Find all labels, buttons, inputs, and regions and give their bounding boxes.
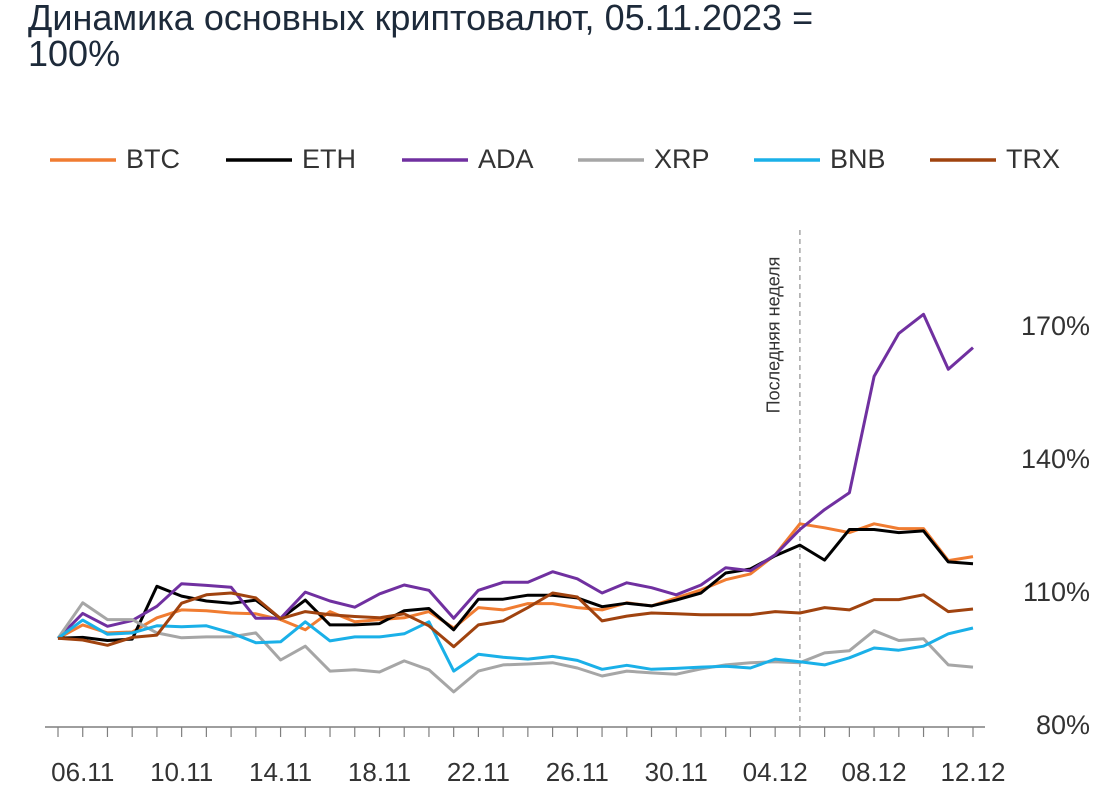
legend-label: ETH xyxy=(302,144,356,174)
series-line xyxy=(57,591,974,649)
series-line xyxy=(57,618,974,673)
series-line xyxy=(57,528,974,642)
x-tick-label: 08.12 xyxy=(842,757,907,787)
x-tick-label: 10.11 xyxy=(150,757,213,787)
series-line xyxy=(56,601,974,694)
series-line xyxy=(57,522,974,640)
x-tick-label: 22.11 xyxy=(447,757,510,787)
x-tick-label: 06.11 xyxy=(51,757,114,787)
legend-label: BTC xyxy=(126,144,180,174)
x-tick-label: 12.12 xyxy=(940,757,1005,787)
x-tick-label: 04.12 xyxy=(743,757,808,787)
x-tick-label: 18.11 xyxy=(348,757,411,787)
x-tick-label: 14.11 xyxy=(249,757,312,787)
annotation-text: Последняя неделя xyxy=(764,257,784,414)
legend-label: TRX xyxy=(1006,144,1060,174)
legend-label: XRP xyxy=(654,144,710,174)
y-tick-label: 80% xyxy=(1036,710,1090,740)
chart-title: Динамика основных криптовалют, 05.11.202… xyxy=(28,0,814,74)
y-tick-label: 170% xyxy=(1021,311,1090,341)
y-tick-label: 110% xyxy=(1023,577,1090,607)
legend-label: ADA xyxy=(478,144,534,174)
x-tick-label: 26.11 xyxy=(546,757,609,787)
series-line xyxy=(56,312,974,640)
legend-label: BNB xyxy=(830,144,886,174)
x-tick-label: 30.11 xyxy=(645,757,708,787)
y-tick-label: 140% xyxy=(1021,444,1090,474)
